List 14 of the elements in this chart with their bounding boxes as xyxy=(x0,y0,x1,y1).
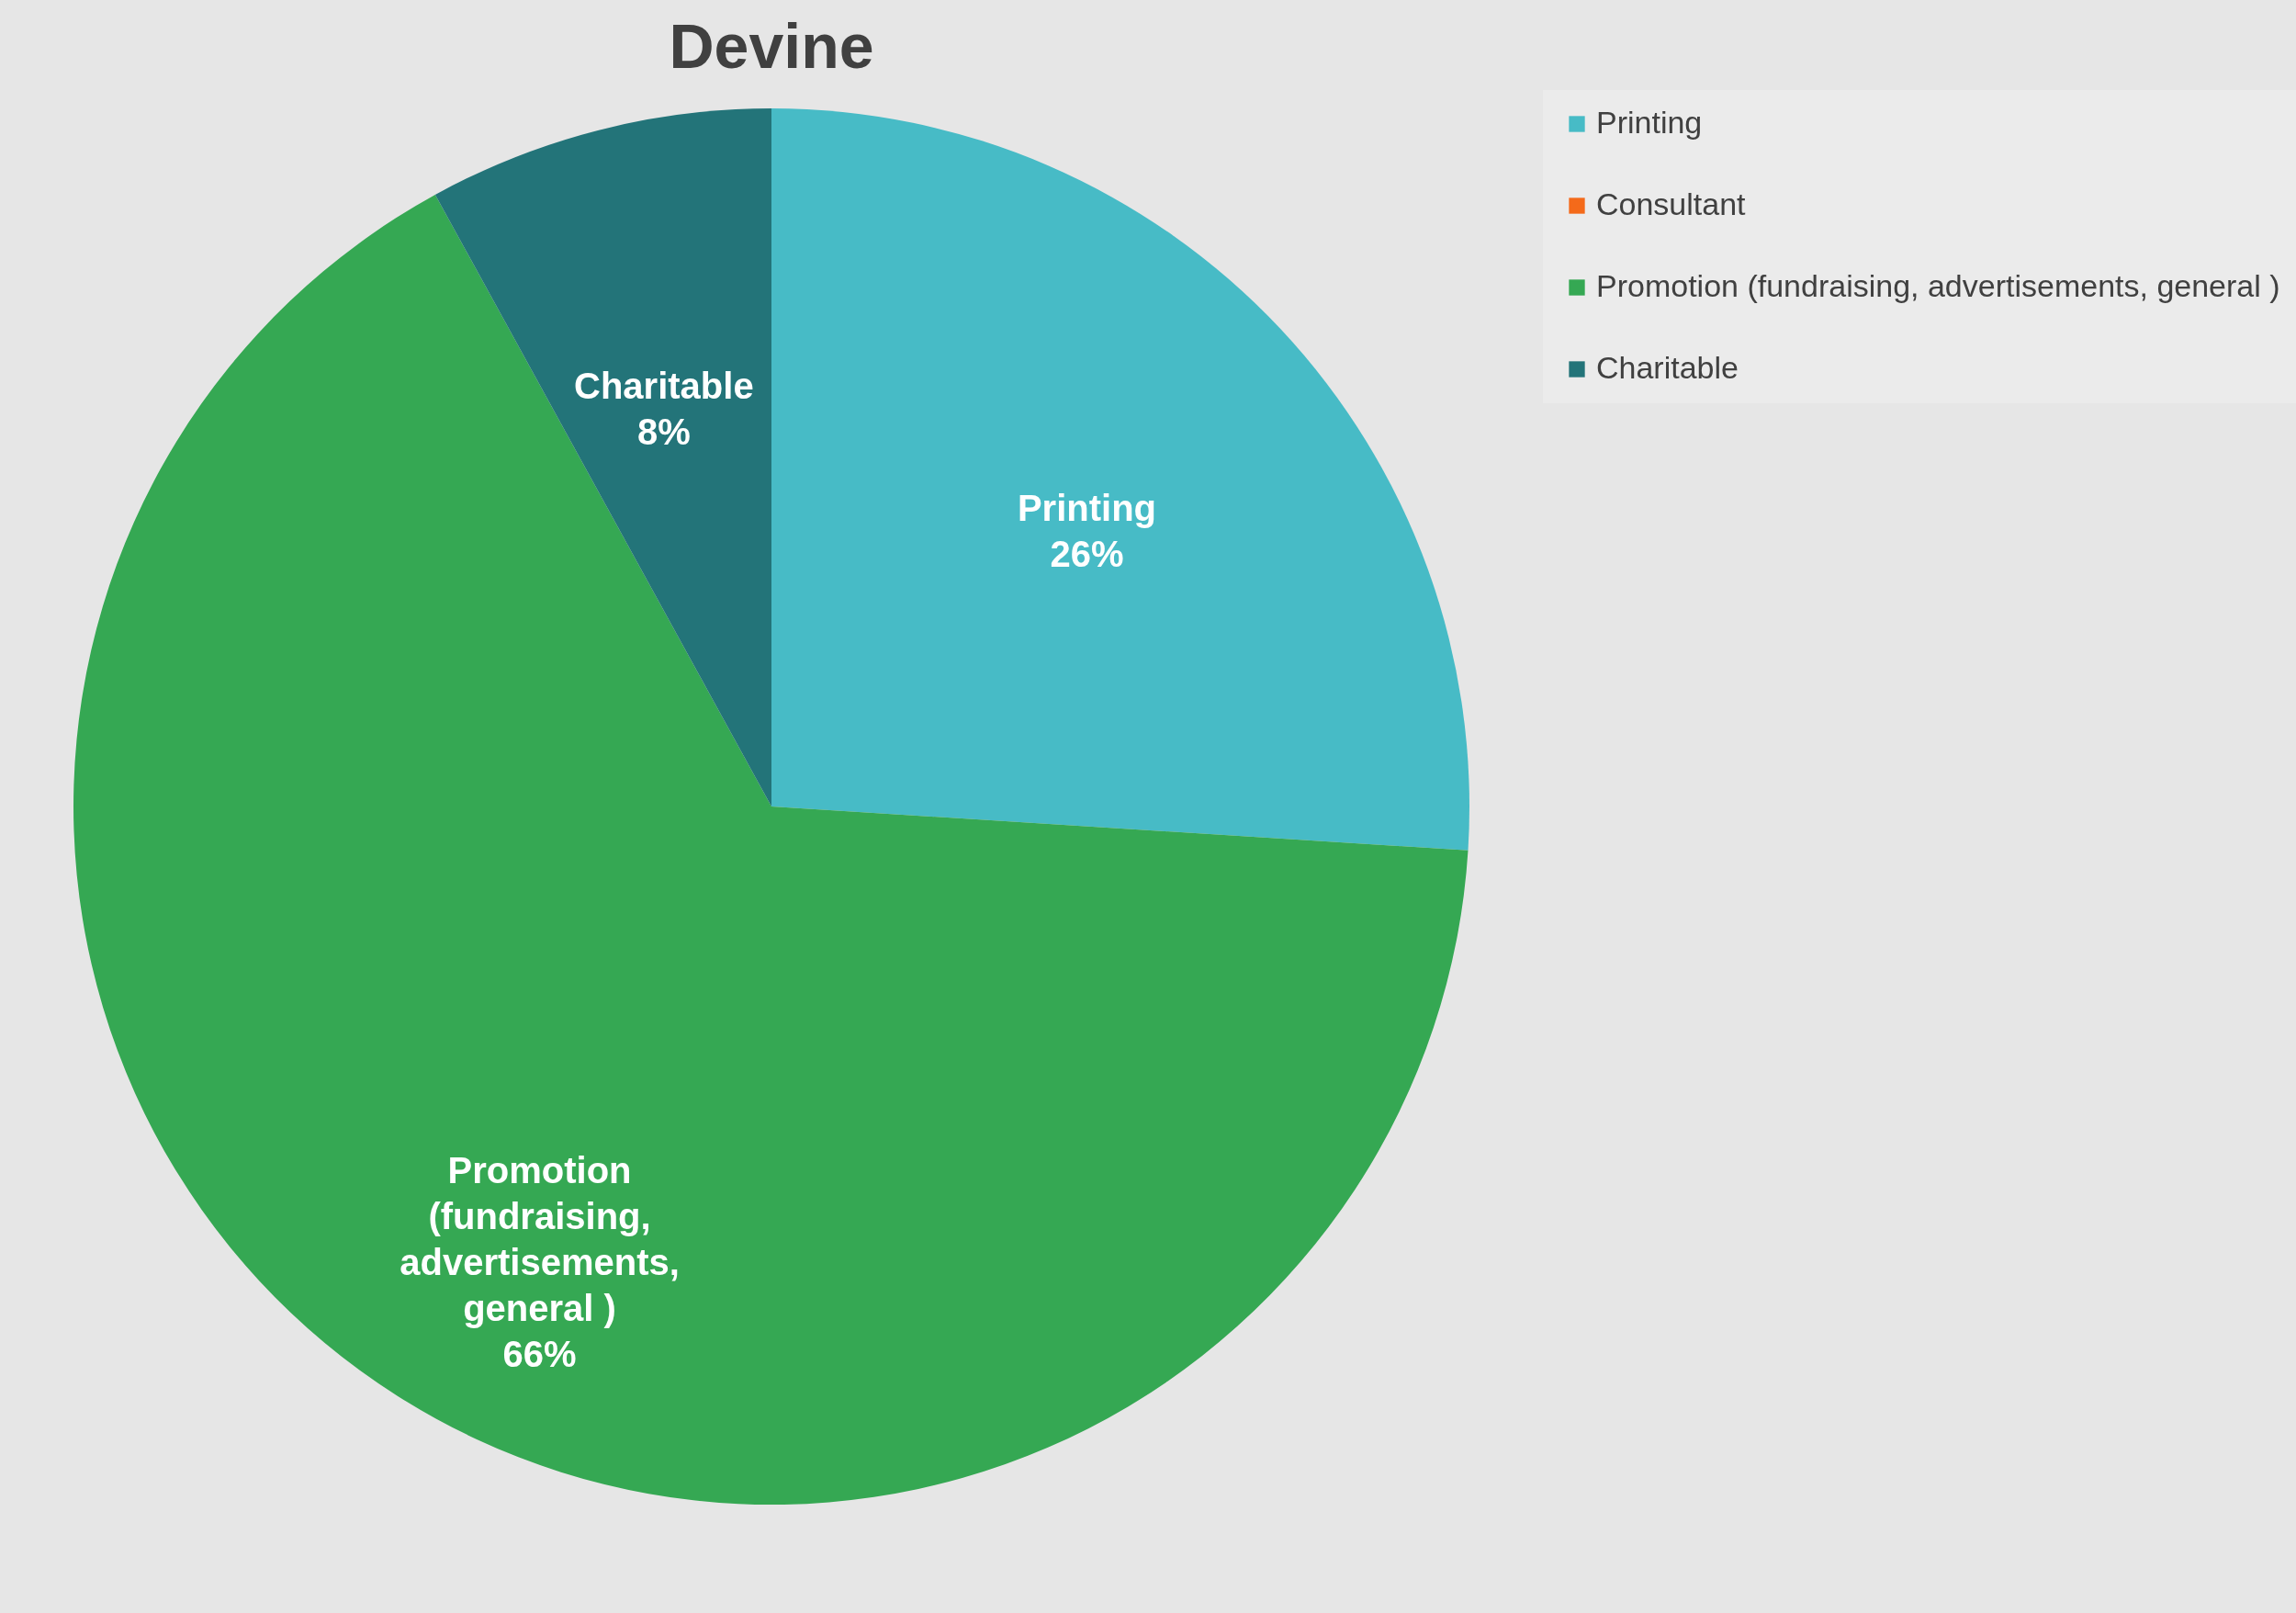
chart-title: Devine xyxy=(669,11,874,81)
legend-label: Consultant xyxy=(1596,186,1747,221)
slice-label: Printing xyxy=(1017,488,1157,529)
slice-label: Charitable xyxy=(574,365,754,406)
slice-label: Promotion (fundraising, advertisements, general ) xyxy=(400,1149,680,1328)
legend-label: Charitable xyxy=(1596,350,1739,385)
legend-label: Printing xyxy=(1596,105,1703,140)
pie-slice xyxy=(73,195,1469,1505)
pie-slice xyxy=(434,108,771,806)
pie-slice xyxy=(771,108,1469,851)
data-label: 26% xyxy=(1050,534,1124,575)
legend-label: Promotion (fundraising, advertisements, general ) xyxy=(1596,268,2280,303)
data-label: 66% xyxy=(502,1333,577,1374)
data-label: 8% xyxy=(636,411,691,452)
